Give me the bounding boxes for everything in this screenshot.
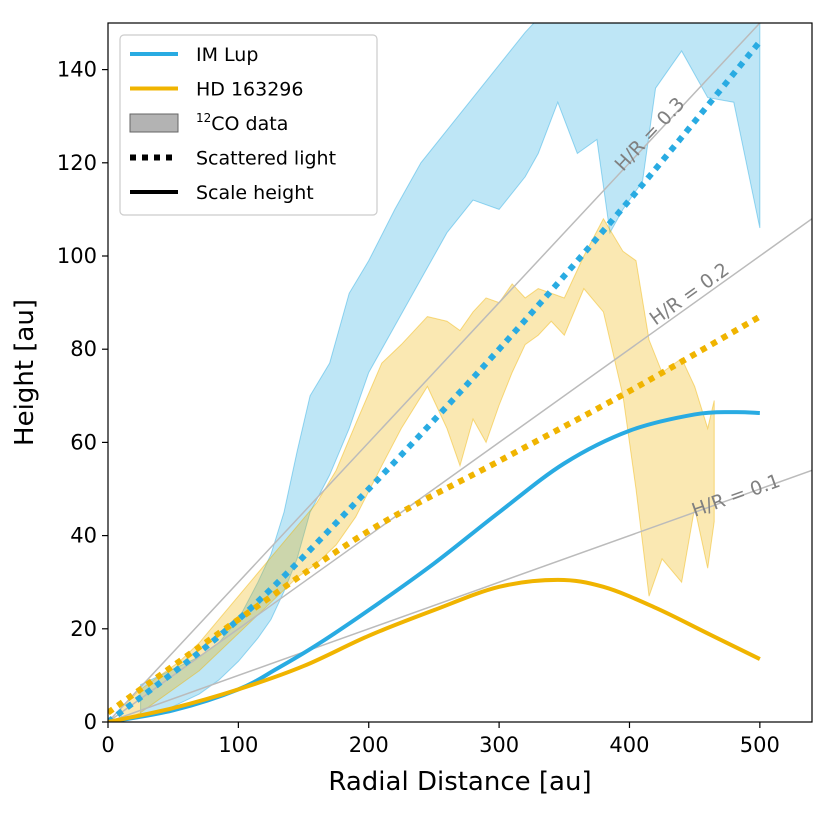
legend-label-hd-163296: HD 163296: [196, 79, 304, 101]
x-tick-label: 500: [740, 733, 780, 757]
reference-line-3: [108, 469, 812, 722]
legend: IM Lup HD 163296 12CO data Scattered light S…: [119, 34, 378, 216]
y-axis-label: Height [au]: [10, 299, 40, 446]
data-lines: [108, 39, 763, 722]
co-band-im-lup: [140, 23, 761, 718]
y-tick-label: 60: [70, 430, 97, 454]
reference-line-2: [108, 218, 812, 722]
x-axis-label: Radial Distance [au]: [328, 767, 591, 797]
scattered-light-im-lup: [108, 39, 763, 722]
axes: 0 100 200 300 400 500 0 20 40 60 80 100 120 140 Radial…: [10, 22, 813, 797]
y-tick-label: 80: [70, 337, 97, 361]
reference-line-1: [108, 23, 761, 722]
legend-label-rest: CO data: [211, 113, 288, 135]
y-tick-label: 140: [57, 58, 97, 82]
reference-line-label: H/R = 0.2: [646, 259, 734, 330]
legend-label-im-lup: IM Lup: [196, 44, 258, 66]
legend-label-superscript: 12: [196, 111, 211, 125]
y-tick-label: 40: [70, 524, 97, 548]
legend-patch-co-data: [129, 113, 179, 133]
x-tick-label: 300: [479, 733, 519, 757]
co-data-bands: [120, 23, 761, 722]
reference-lines: [108, 23, 812, 722]
x-tick-label: 400: [609, 733, 649, 757]
y-tick-label: 0: [84, 710, 97, 734]
legend-box: [119, 34, 378, 216]
y-tick-label: 120: [57, 151, 97, 175]
legend-label-scattered-light: Scattered light: [196, 148, 336, 170]
y-tick-label: 20: [70, 617, 97, 641]
x-tick-label: 0: [101, 733, 114, 757]
plot-frame: [107, 22, 813, 723]
legend-label-co-data: 12CO data: [196, 111, 288, 135]
x-tick-label: 200: [349, 733, 389, 757]
co-band-hd-163296: [120, 217, 715, 722]
x-tick-label: 100: [218, 733, 258, 757]
y-tick-label: 100: [57, 244, 97, 268]
scale-height-hd-163296: [108, 577, 761, 722]
legend-label-scale-height: Scale height: [196, 182, 314, 204]
